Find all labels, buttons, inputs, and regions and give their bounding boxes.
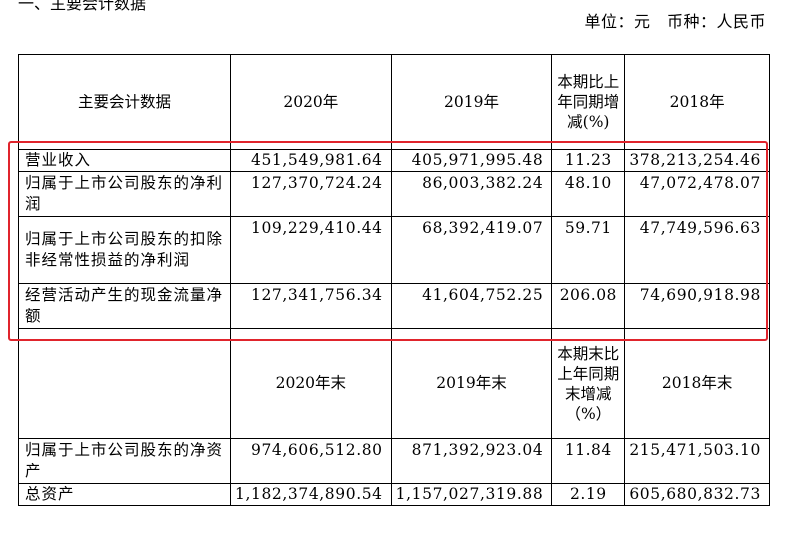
table-header-row-2: 2020年末 2019年末 本期末比上年同期末增减（%） 2018年末 [18,328,770,439]
row-label: 经营活动产生的现金流量净额 [18,283,231,329]
value-2020: 127,370,724.24 [230,171,392,217]
value-2018: 215,471,503.10 [624,438,770,484]
value-2020: 1,182,374,890.54 [230,483,392,506]
value-change: 206.08 [551,283,626,329]
row-label: 总资产 [18,483,231,506]
section-title: 一、主要会计数据 [18,0,147,13]
table-row: 营业收入 451,549,981.64 405,971,995.48 11.23… [18,149,770,172]
value-2019: 68,392,419.07 [390,216,553,284]
table-header-row: 主要会计数据 2020年 2019年 本期比上年同期增减(%) 2018年 [18,54,770,150]
value-change: 59.71 [551,216,626,284]
value-2019: 41,604,752.25 [390,283,553,329]
header2-blank [18,328,231,439]
value-2018: 378,213,254.46 [624,149,770,172]
value-2019: 86,003,382.24 [390,171,553,217]
value-2018: 47,072,478.07 [624,171,770,217]
value-2019: 871,392,923.04 [390,438,553,484]
table-row: 归属于上市公司股东的扣除非经常性损益的净利润 109,229,410.44 68… [18,216,770,284]
value-2018: 47,749,596.63 [624,216,770,284]
value-change: 11.23 [551,149,626,172]
value-change: 2.19 [551,483,626,506]
row-label: 归属于上市公司股东的净利润 [18,171,231,217]
value-2020: 451,549,981.64 [230,149,392,172]
value-change: 48.10 [551,171,626,217]
value-2019: 1,157,027,319.88 [390,483,553,506]
header-main-data: 主要会计数据 [18,54,231,150]
header-2020: 2020年 [230,54,392,150]
header-2018: 2018年 [624,54,770,150]
value-2018: 605,680,832.73 [624,483,770,506]
value-2020: 127,341,756.34 [230,283,392,329]
row-label: 营业收入 [18,149,231,172]
row-label: 归属于上市公司股东的净资产 [18,438,231,484]
table-row: 总资产 1,182,374,890.54 1,157,027,319.88 2.… [18,483,770,506]
value-change: 11.84 [551,438,626,484]
header2-2018-end: 2018年末 [624,328,770,439]
accounting-data-table: 主要会计数据 2020年 2019年 本期比上年同期增减(%) 2018年 营业… [18,54,770,506]
header2-change-pct: 本期末比上年同期末增减（%） [551,328,626,439]
table-row: 归属于上市公司股东的净利润 127,370,724.24 86,003,382.… [18,171,770,217]
row-label: 归属于上市公司股东的扣除非经常性损益的净利润 [18,216,231,284]
value-2020: 974,606,512.80 [230,438,392,484]
header2-2019-end: 2019年末 [390,328,553,439]
header-2019: 2019年 [390,54,553,150]
header-change-pct: 本期比上年同期增减(%) [551,54,626,150]
table-row: 经营活动产生的现金流量净额 127,341,756.34 41,604,752.… [18,283,770,329]
value-2018: 74,690,918.98 [624,283,770,329]
unit-currency-note: 单位：元 币种：人民币 [584,12,766,31]
value-2020: 109,229,410.44 [230,216,392,284]
value-2019: 405,971,995.48 [390,149,553,172]
header2-2020-end: 2020年末 [230,328,392,439]
table-row: 归属于上市公司股东的净资产 974,606,512.80 871,392,923… [18,438,770,484]
